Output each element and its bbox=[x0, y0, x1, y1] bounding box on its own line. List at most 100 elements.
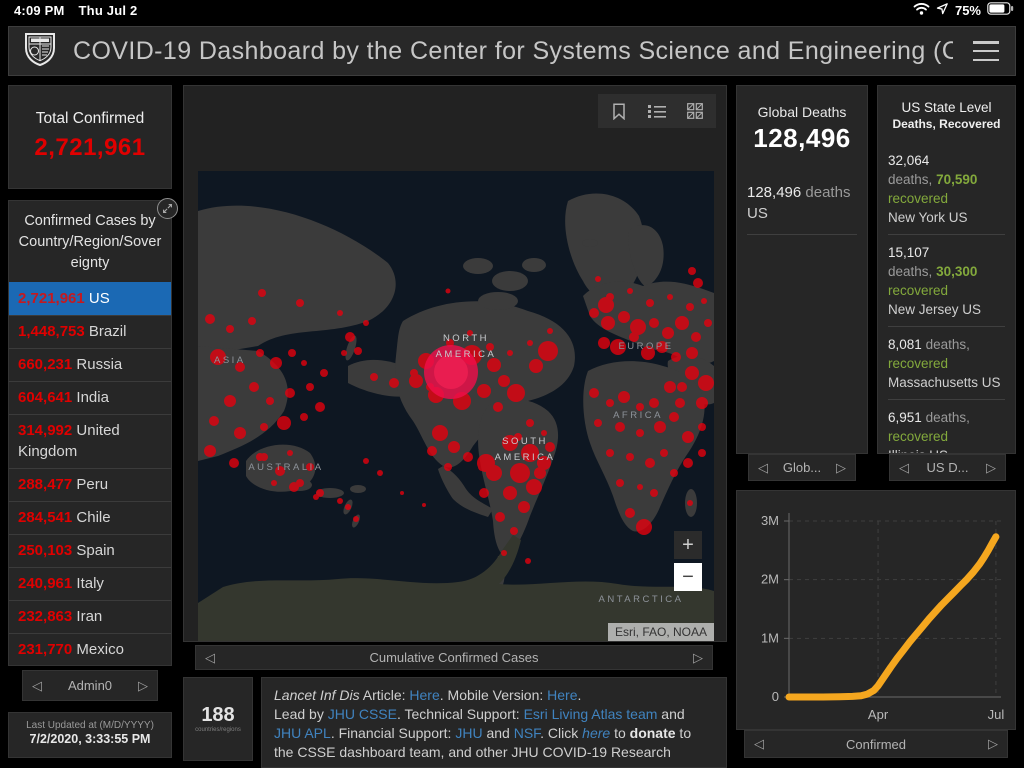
global-deaths-value: 128,496 bbox=[753, 123, 851, 153]
wifi-icon bbox=[913, 2, 930, 18]
svg-text:0: 0 bbox=[772, 689, 779, 704]
label-antarctica: ANTARCTICA bbox=[599, 594, 684, 605]
pager-next-icon[interactable]: ▷ bbox=[988, 736, 998, 751]
pager-prev-icon[interactable]: ◁ bbox=[754, 736, 764, 751]
country-row-iran[interactable]: 232,863 Iran bbox=[9, 600, 171, 633]
pager-label: Admin0 bbox=[67, 678, 113, 693]
app-header: COVID-19 Dashboard by the Center for Sys… bbox=[8, 26, 1016, 76]
esri-living-atlas-link[interactable]: Esri Living Atlas team bbox=[523, 706, 658, 722]
pager-label: US D... bbox=[926, 460, 969, 475]
label-north-america-1: NORTH bbox=[443, 333, 489, 344]
map-attribution: Esri, FAO, NOAA bbox=[607, 623, 714, 641]
last-updated-panel: Last Updated at (M/D/YYYY) 7/2/2020, 3:3… bbox=[8, 712, 172, 758]
trend-chart-pager: ◁ Confirmed ▷ bbox=[744, 730, 1008, 758]
us-case-blob-core bbox=[434, 355, 468, 389]
label-africa: AFRICA bbox=[613, 410, 663, 421]
label-north-america-2: AMERICA bbox=[436, 349, 497, 360]
mobile-version-link[interactable]: Here bbox=[547, 687, 578, 703]
map-panel: ASIA NORTH AMERICA EUROPE AFRICA SOUTH A… bbox=[183, 85, 727, 642]
world-map[interactable]: ASIA NORTH AMERICA EUROPE AFRICA SOUTH A… bbox=[198, 171, 714, 641]
country-list-panel: Confirmed Cases by Country/Region/Sover … bbox=[8, 198, 178, 666]
global-deaths-pager: ◁ Glob... ▷ bbox=[748, 454, 856, 481]
country-row-italy[interactable]: 240,961 Italy bbox=[9, 567, 171, 600]
jhu-link[interactable]: JHU bbox=[455, 725, 483, 741]
country-row-mexico[interactable]: 231,770 Mexico bbox=[9, 633, 171, 666]
us-state-title: US State Level bbox=[901, 100, 992, 115]
legend-list-icon[interactable] bbox=[640, 97, 674, 125]
us-state-pager: ◁ US D... ▷ bbox=[889, 454, 1006, 481]
us-state-panel: US State Level Deaths, Recovered 32,064 … bbox=[877, 85, 1016, 454]
region-count-value: 188 bbox=[201, 704, 235, 726]
country-row-peru[interactable]: 288,477 Peru bbox=[9, 468, 171, 501]
svg-text:Apr: Apr bbox=[868, 707, 889, 722]
country-row-chile[interactable]: 284,541 Chile bbox=[9, 501, 171, 534]
country-row-uk[interactable]: 314,992 United Kingdom bbox=[9, 414, 171, 468]
zoom-out-button[interactable]: − bbox=[674, 563, 702, 591]
pager-label: Confirmed bbox=[846, 736, 906, 752]
menu-icon[interactable] bbox=[973, 41, 999, 61]
svg-text:3M: 3M bbox=[761, 513, 779, 528]
jhu-apl-link[interactable]: JHU APL bbox=[274, 725, 331, 741]
country-row-india[interactable]: 604,641 India bbox=[9, 381, 171, 414]
global-deaths-title: Global Deaths bbox=[757, 104, 847, 120]
country-row-russia[interactable]: 660,231 Russia bbox=[9, 348, 171, 381]
status-date: Thu Jul 2 bbox=[78, 3, 138, 18]
state-item-new-york[interactable]: 32,064 deaths, 70,590 recovered New York… bbox=[888, 143, 1005, 235]
label-south-america-1: SOUTH bbox=[502, 436, 548, 447]
pager-prev-icon[interactable]: ◁ bbox=[899, 459, 909, 475]
nsf-link[interactable]: NSF bbox=[513, 725, 541, 741]
article-source: Lancet Inf Dis bbox=[274, 687, 360, 703]
country-row-brazil[interactable]: 1,448,753 Brazil bbox=[9, 315, 171, 348]
svg-text:Jul: Jul bbox=[988, 707, 1005, 722]
svg-text:2M: 2M bbox=[761, 572, 779, 587]
region-count-label: countries/regions bbox=[195, 727, 241, 733]
label-australia: AUSTRALIA bbox=[248, 462, 323, 473]
location-arrow-icon bbox=[936, 2, 949, 18]
caption-prev-icon[interactable]: ◁ bbox=[205, 649, 215, 665]
global-deaths-item[interactable]: 128,496 deaths US bbox=[747, 182, 857, 235]
total-confirmed-panel: Total Confirmed 2,721,961 bbox=[8, 85, 172, 189]
caption-next-icon[interactable]: ▷ bbox=[693, 649, 703, 665]
label-south-america-2: AMERICA bbox=[495, 452, 556, 463]
donate-emphasis: donate bbox=[629, 725, 676, 741]
bookmark-icon[interactable] bbox=[602, 97, 636, 125]
total-confirmed-label: Total Confirmed bbox=[35, 110, 145, 127]
state-item-illinois[interactable]: 6,951 deaths, recovered Illinois US bbox=[888, 410, 970, 453]
pager-next-icon[interactable]: ▷ bbox=[137, 677, 148, 693]
map-caption-label: Cumulative Confirmed Cases bbox=[369, 650, 539, 665]
basemap-icon[interactable] bbox=[678, 97, 712, 125]
pager-next-icon[interactable]: ▷ bbox=[835, 459, 846, 475]
state-item-massachusetts[interactable]: 8,081 deaths, recovered Massachusetts US bbox=[888, 327, 1005, 400]
label-asia: ASIA bbox=[214, 355, 246, 366]
pager-next-icon[interactable]: ▷ bbox=[986, 459, 996, 475]
battery-icon bbox=[987, 2, 1014, 18]
world-map-svg[interactable]: ASIA NORTH AMERICA EUROPE AFRICA SOUTH A… bbox=[198, 171, 714, 641]
expand-icon[interactable] bbox=[157, 198, 178, 219]
status-time: 4:09 PM bbox=[14, 3, 65, 18]
pager-prev-icon[interactable]: ◁ bbox=[758, 459, 768, 475]
label-europe: EUROPE bbox=[618, 341, 673, 352]
country-row-spain[interactable]: 250,103 Spain bbox=[9, 534, 171, 567]
donate-here-link[interactable]: here bbox=[582, 725, 611, 741]
page-title: COVID-19 Dashboard by the Center for Sys… bbox=[73, 36, 953, 65]
svg-text:1M: 1M bbox=[761, 630, 779, 645]
jhu-shield-logo bbox=[21, 30, 59, 73]
state-item-new-jersey[interactable]: 15,107 deaths, 30,300 recovered New Jers… bbox=[888, 235, 1005, 327]
article-link[interactable]: Here bbox=[409, 687, 440, 703]
total-confirmed-value: 2,721,961 bbox=[34, 134, 146, 161]
global-deaths-panel: Global Deaths 128,496 128,496 deaths US bbox=[736, 85, 868, 454]
country-row-us[interactable]: 2,721,961 US bbox=[9, 282, 171, 315]
trend-chart-svg[interactable]: 0 1M 2M 3M Apr Jul bbox=[737, 491, 1015, 729]
antarctica-landmass bbox=[198, 535, 714, 641]
case-dot-cluster[interactable] bbox=[204, 267, 714, 564]
map-toolbar bbox=[598, 94, 716, 128]
status-bar: 4:09 PM Thu Jul 2 75% bbox=[0, 0, 1024, 22]
pager-prev-icon[interactable]: ◁ bbox=[32, 677, 42, 693]
trend-chart-panel: 0 1M 2M 3M Apr Jul bbox=[736, 490, 1016, 730]
zoom-in-button[interactable]: + bbox=[674, 531, 702, 559]
map-zoom-controls: + − bbox=[674, 531, 702, 591]
us-state-subtitle: Deaths, Recovered bbox=[892, 117, 1001, 131]
last-updated-value: 7/2/2020, 3:33:55 PM bbox=[29, 732, 151, 746]
jhu-csse-link[interactable]: JHU CSSE bbox=[327, 706, 397, 722]
